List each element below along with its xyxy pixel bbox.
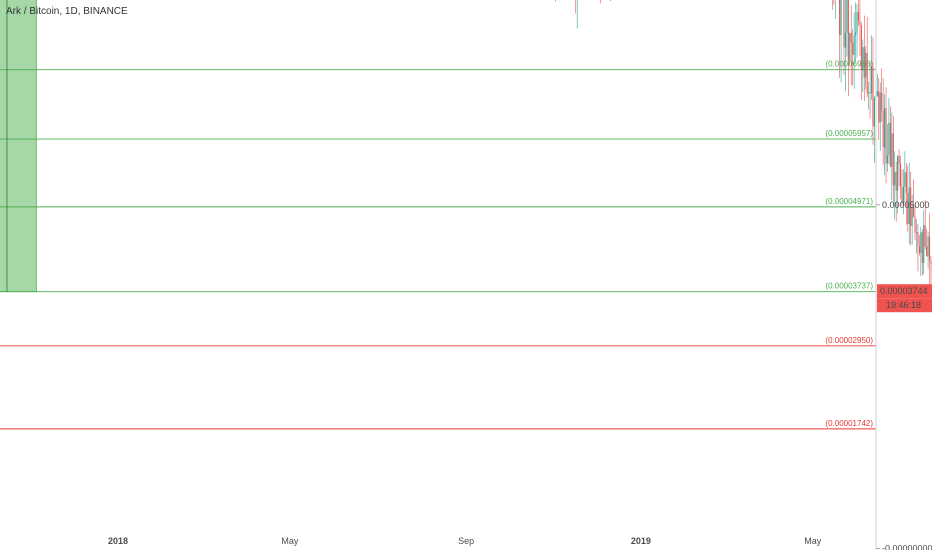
- candle-body: [868, 92, 870, 94]
- candle-body: [908, 187, 910, 225]
- candle-body: [859, 20, 861, 26]
- candle-body: [899, 163, 902, 188]
- candle-body: [891, 133, 893, 167]
- countdown-text: 19:46:18: [886, 300, 921, 310]
- candle-body: [889, 122, 891, 167]
- candle-body: [885, 107, 887, 164]
- candle-body: [907, 192, 909, 225]
- candle-body: [884, 107, 886, 148]
- candle-body: [917, 232, 919, 247]
- x-tick-label: Sep: [458, 536, 474, 546]
- candle-body: [869, 92, 871, 94]
- candle-body: [911, 207, 913, 227]
- candle-body: [927, 236, 929, 257]
- candle-body: [901, 187, 903, 204]
- candle-body: [894, 171, 896, 186]
- candle-body: [921, 232, 923, 263]
- y-axis: 0.000750000.000700000.000650000.00060000…: [875, 0, 932, 550]
- candle-body: [902, 186, 904, 204]
- candle-body: [886, 155, 889, 164]
- x-tick-label: 2019: [631, 536, 651, 546]
- y-tick-label: 0.00005000: [882, 200, 930, 210]
- chart-title: Ark / Bitcoin, 1D, BINANCE: [6, 6, 128, 17]
- x-tick-label: May: [804, 536, 822, 546]
- level-label: (0.00005957): [825, 129, 873, 138]
- candle-body: [913, 207, 915, 217]
- candle-body: [888, 122, 890, 156]
- candle-body: [924, 225, 926, 247]
- candles: [555, 0, 932, 286]
- candle-body: [914, 216, 916, 233]
- level-label: (0.00002950): [825, 336, 873, 345]
- y-tick-label: -0.00000000: [882, 544, 932, 550]
- measure-box[interactable]: [0, 0, 37, 293]
- candle-body: [910, 187, 912, 227]
- candle-body: [840, 0, 842, 35]
- candle-body: [849, 33, 851, 61]
- candle-body: [870, 66, 873, 94]
- x-tick-label: 2018: [108, 536, 128, 546]
- candle-body: [846, 0, 848, 33]
- candle-body: [879, 92, 881, 123]
- candle-body: [882, 110, 884, 148]
- candle-body: [847, 0, 849, 61]
- horizontal-levels: (0.00068028)(0.00060180)(0.00049112)(0.0…: [0, 60, 876, 430]
- candle-body: [876, 91, 878, 97]
- candle-body: [892, 133, 894, 186]
- candle-body: [895, 171, 897, 191]
- level-label: (0.00001742): [825, 419, 873, 428]
- candle-body: [923, 225, 925, 263]
- candle-body: [930, 261, 932, 264]
- candle-body: [843, 0, 845, 48]
- candle-body: [853, 35, 855, 55]
- current-price-text: 0.00003744: [880, 286, 928, 296]
- level-label: (0.00004971): [825, 197, 873, 206]
- candle-body: [920, 232, 922, 254]
- candle-body: [918, 246, 920, 254]
- candle-body: [873, 98, 875, 127]
- candle-body: [863, 47, 865, 78]
- measure-boxes: 0.00064293 (1623.28%) 642930.00004611 (1…: [0, 0, 37, 293]
- candle-body: [852, 42, 854, 55]
- candle-body: [926, 246, 928, 257]
- candle-body: [878, 91, 880, 123]
- candle-body: [860, 25, 862, 71]
- candle-body: [872, 66, 874, 127]
- candle-body: [881, 92, 883, 111]
- candle-body: [855, 32, 857, 36]
- x-axis: 2018MaySep2019MaySep2020MaySep2021MaySep: [108, 536, 822, 546]
- countdown-tag: [877, 298, 932, 313]
- candle-body: [905, 172, 907, 193]
- level-label: (0.00006966): [825, 60, 873, 69]
- candle-body: [915, 232, 918, 233]
- candle-body: [898, 156, 900, 164]
- candle-body: [862, 47, 864, 71]
- candle-body: [856, 11, 858, 33]
- candle-body: [850, 33, 852, 43]
- candle-body: [865, 52, 867, 78]
- candle-body: [839, 0, 841, 35]
- candle-body: [866, 52, 868, 94]
- level-label: (0.00003737): [825, 282, 873, 291]
- candle-body: [897, 156, 899, 191]
- candle-body: [844, 32, 846, 48]
- candle-body: [904, 172, 906, 187]
- current-price-tag: [877, 284, 932, 299]
- x-tick-label: May: [281, 536, 299, 546]
- candle-body: [857, 11, 860, 21]
- candle-body: [928, 236, 931, 262]
